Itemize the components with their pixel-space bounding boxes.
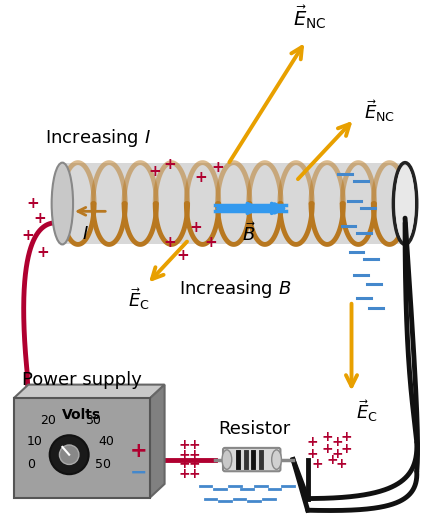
Polygon shape: [14, 385, 165, 398]
Text: Increasing $B$: Increasing $B$: [179, 279, 292, 300]
Circle shape: [50, 435, 89, 474]
Text: +: +: [33, 211, 46, 226]
Text: $\vec{B}$: $\vec{B}$: [242, 222, 256, 245]
Text: 20: 20: [40, 413, 56, 426]
Text: +: +: [326, 453, 338, 467]
Text: 40: 40: [98, 435, 114, 448]
Ellipse shape: [395, 166, 415, 241]
Text: +: +: [178, 438, 190, 452]
Text: +: +: [204, 235, 217, 250]
Text: Increasing $I$: Increasing $I$: [45, 127, 151, 149]
Text: $\vec{E}_{\mathrm{C}}$: $\vec{E}_{\mathrm{C}}$: [128, 286, 149, 312]
Text: +: +: [163, 157, 176, 172]
Text: +: +: [190, 220, 202, 235]
Text: $\vec{E}_{\mathrm{C}}$: $\vec{E}_{\mathrm{C}}$: [356, 398, 378, 424]
Text: Power supply: Power supply: [22, 370, 142, 388]
Text: +: +: [312, 457, 323, 471]
Text: +: +: [27, 196, 40, 211]
Text: +: +: [37, 244, 49, 260]
Text: +: +: [178, 457, 190, 471]
Polygon shape: [62, 163, 405, 244]
Text: +: +: [149, 164, 161, 179]
Text: +: +: [331, 435, 343, 449]
Text: 10: 10: [27, 435, 43, 448]
Text: $I$: $I$: [83, 225, 89, 243]
Ellipse shape: [393, 163, 417, 244]
Text: +: +: [189, 448, 201, 462]
Text: +: +: [331, 447, 343, 461]
Text: 30: 30: [86, 413, 101, 426]
Text: +: +: [322, 430, 333, 444]
Text: Volts: Volts: [62, 408, 101, 422]
Circle shape: [59, 445, 79, 465]
Text: +: +: [307, 447, 318, 461]
Text: +: +: [178, 448, 190, 462]
Text: +: +: [341, 430, 352, 444]
Text: 0: 0: [27, 458, 35, 471]
Text: $\vec{E}_{\mathrm{NC}}$: $\vec{E}_{\mathrm{NC}}$: [364, 98, 395, 124]
Text: +: +: [336, 457, 347, 471]
Text: −: −: [129, 462, 147, 482]
Text: $\vec{E}_{\mathrm{NC}}$: $\vec{E}_{\mathrm{NC}}$: [293, 4, 326, 31]
Text: +: +: [189, 438, 201, 452]
Text: +: +: [21, 228, 34, 243]
Text: +: +: [194, 170, 207, 185]
Text: +: +: [307, 435, 318, 449]
Text: +: +: [212, 160, 224, 175]
Text: +: +: [189, 467, 201, 481]
Ellipse shape: [222, 450, 232, 469]
Text: Resistor: Resistor: [218, 420, 290, 438]
FancyBboxPatch shape: [14, 398, 150, 498]
Polygon shape: [150, 385, 165, 498]
FancyBboxPatch shape: [223, 448, 281, 471]
Text: +: +: [163, 235, 176, 250]
Text: +: +: [177, 248, 190, 263]
Ellipse shape: [52, 163, 73, 244]
Text: +: +: [129, 441, 147, 461]
Text: +: +: [341, 442, 352, 456]
Text: 50: 50: [95, 458, 111, 471]
Ellipse shape: [272, 450, 281, 469]
Text: +: +: [322, 442, 333, 456]
Text: +: +: [178, 467, 190, 481]
Text: +: +: [189, 457, 201, 471]
